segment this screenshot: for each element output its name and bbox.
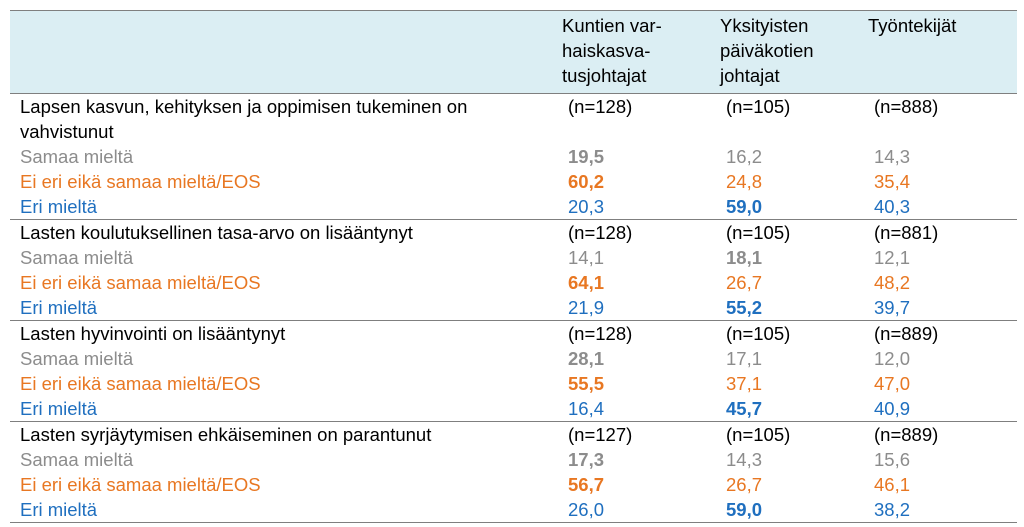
agree-value: 12,1	[874, 247, 911, 268]
sample-size: (n=889)	[874, 323, 939, 344]
disagree-value: 38,2	[868, 497, 1017, 523]
disagree-value: 40,9	[868, 396, 1017, 422]
header-private-daycare-directors: Yksityisten päiväkotien johtajat	[720, 10, 868, 94]
question-row: Lasten syrjäytymisen ehkäiseminen on par…	[10, 422, 1017, 448]
sample-size: (n=105)	[726, 323, 791, 344]
neutral-label: Ei eri eikä samaa mieltä/EOS	[20, 474, 261, 495]
sample-size: (n=105)	[726, 222, 791, 243]
neutral-value: 24,8	[726, 171, 763, 192]
neutral-value: 55,5	[568, 373, 605, 394]
agree-value: 14,3	[874, 146, 911, 167]
disagree-row: Eri mieltä 26,0 59,0 38,2	[10, 497, 1017, 523]
neutral-label: Ei eri eikä samaa mieltä/EOS	[20, 171, 261, 192]
agree-value: 18,1	[726, 247, 763, 268]
agree-value: 17,1	[726, 348, 763, 369]
question-text: Lasten hyvinvointi on lisääntynyt	[20, 323, 286, 344]
agree-value: 14,3	[726, 449, 763, 470]
agree-row: Samaa mieltä 17,3 14,3 15,6	[10, 447, 1017, 472]
disagree-value: 59,0	[720, 497, 868, 523]
disagree-label: Eri mieltä	[10, 194, 562, 220]
agree-row: Samaa mieltä 14,1 18,1 12,1	[10, 245, 1017, 270]
neutral-value: 37,1	[726, 373, 763, 394]
disagree-value: 21,9	[562, 295, 720, 321]
question-row: Lasten koulutuksellinen tasa-arvo on lis…	[10, 220, 1017, 246]
disagree-row: Eri mieltä 20,3 59,0 40,3	[10, 194, 1017, 220]
sample-size: (n=105)	[726, 96, 791, 117]
disagree-value: 59,0	[720, 194, 868, 220]
disagree-label: Eri mieltä	[10, 497, 562, 523]
header-municipal-directors: Kuntien var-haiskasva-tusjohtajat	[562, 10, 720, 94]
agree-row: Samaa mieltä 19,5 16,2 14,3	[10, 144, 1017, 169]
header-empty-cell	[10, 10, 562, 94]
question-row: Lapsen kasvun, kehityksen ja oppimisen t…	[10, 94, 1017, 145]
agree-value: 15,6	[874, 449, 911, 470]
agree-label: Samaa mieltä	[20, 449, 134, 470]
neutral-value: 35,4	[874, 171, 911, 192]
neutral-row: Ei eri eikä samaa mieltä/EOS 56,7 26,7 46,1	[10, 472, 1017, 497]
agree-value: 28,1	[568, 348, 605, 369]
question-text: Lasten syrjäytymisen ehkäiseminen on par…	[20, 424, 432, 445]
sample-size: (n=128)	[568, 222, 633, 243]
sample-size: (n=888)	[874, 96, 939, 117]
neutral-row: Ei eri eikä samaa mieltä/EOS 60,2 24,8 35,4	[10, 169, 1017, 194]
sample-size: (n=881)	[874, 222, 939, 243]
agree-label: Samaa mieltä	[20, 348, 134, 369]
neutral-label: Ei eri eikä samaa mieltä/EOS	[20, 272, 261, 293]
agree-value: 16,2	[726, 146, 763, 167]
disagree-row: Eri mieltä 21,9 55,2 39,7	[10, 295, 1017, 321]
question-text: Lasten koulutuksellinen tasa-arvo on lis…	[20, 222, 413, 243]
survey-table: Kuntien var-haiskasva-tusjohtajat Yksity…	[10, 10, 1017, 523]
survey-body: Lapsen kasvun, kehityksen ja oppimisen t…	[10, 94, 1017, 523]
disagree-label: Eri mieltä	[10, 295, 562, 321]
agree-label: Samaa mieltä	[20, 146, 134, 167]
neutral-label: Ei eri eikä samaa mieltä/EOS	[20, 373, 261, 394]
table-header-row: Kuntien var-haiskasva-tusjohtajat Yksity…	[10, 10, 1017, 94]
agree-row: Samaa mieltä 28,1 17,1 12,0	[10, 346, 1017, 371]
disagree-value: 45,7	[720, 396, 868, 422]
disagree-label: Eri mieltä	[10, 396, 562, 422]
neutral-value: 56,7	[568, 474, 605, 495]
neutral-value: 47,0	[874, 373, 911, 394]
sample-size: (n=889)	[874, 424, 939, 445]
agree-value: 19,5	[568, 146, 605, 167]
question-row: Lasten hyvinvointi on lisääntynyt (n=128)…	[10, 321, 1017, 347]
sample-size: (n=105)	[726, 424, 791, 445]
sample-size: (n=128)	[568, 96, 633, 117]
disagree-value: 26,0	[562, 497, 720, 523]
neutral-row: Ei eri eikä samaa mieltä/EOS 55,5 37,1 47,0	[10, 371, 1017, 396]
sample-size: (n=127)	[568, 424, 633, 445]
sample-size: (n=128)	[568, 323, 633, 344]
agree-value: 12,0	[874, 348, 911, 369]
disagree-value: 16,4	[562, 396, 720, 422]
disagree-value: 55,2	[720, 295, 868, 321]
neutral-row: Ei eri eikä samaa mieltä/EOS 64,1 26,7 48,2	[10, 270, 1017, 295]
disagree-value: 20,3	[562, 194, 720, 220]
agree-value: 14,1	[568, 247, 605, 268]
neutral-value: 26,7	[726, 474, 763, 495]
question-text: Lapsen kasvun, kehityksen ja oppimisen t…	[20, 96, 468, 142]
disagree-row: Eri mieltä 16,4 45,7 40,9	[10, 396, 1017, 422]
agree-value: 17,3	[568, 449, 605, 470]
header-employees: Työntekijät	[868, 10, 1017, 94]
neutral-value: 26,7	[726, 272, 763, 293]
neutral-value: 46,1	[874, 474, 911, 495]
disagree-value: 39,7	[868, 295, 1017, 321]
neutral-value: 60,2	[568, 171, 605, 192]
neutral-value: 48,2	[874, 272, 911, 293]
agree-label: Samaa mieltä	[20, 247, 134, 268]
neutral-value: 64,1	[568, 272, 605, 293]
disagree-value: 40,3	[868, 194, 1017, 220]
